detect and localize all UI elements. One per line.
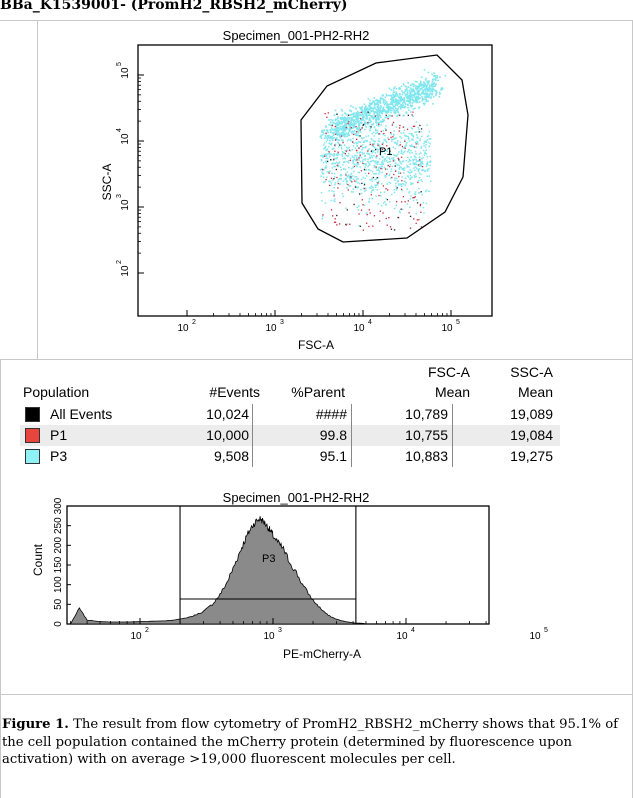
events-value: 10,024 [206,406,249,422]
ssc-mean-value: 19,275 [510,448,553,464]
population-name: P3 [50,448,68,464]
header-ssc-bottom: Mean [517,384,553,400]
dot-plot-ylabel: SSC-A [100,164,114,201]
dot-y-tick-label-group: 103 [116,194,131,211]
caption-label: Figure 1. [2,717,69,732]
caption-text: The result from flow cytometry of PromH2… [2,717,619,767]
hist-x-tick-exponent: 3 [278,627,282,634]
histogram-title: Specimen_001-PH2-RH2 [223,490,370,505]
dot-y-tick-label: 10 [120,67,131,79]
dot-y-tick-label: 10 [120,133,131,145]
histogram: Specimen_001-PH2-RH2 P3 0 50 100 150 200 250 3… [31,490,548,661]
hist-y-tick-label: 50 [53,598,64,610]
header-fsc-top: FSC-A [428,364,470,380]
hist-y-tick-label: 100 [53,576,64,593]
dot-x-tick-exponent: 4 [368,319,372,326]
hist-y-tick-label: 250 [53,517,64,534]
table-row: P1 10,000 99.8 10,755 19,084 [20,425,560,446]
dot-y-tick-label-group: 102 [116,260,131,277]
dot-y-tick-label: 10 [120,199,131,211]
hist-x-tick-exponent: 4 [411,627,415,634]
hist-y-tick-label: 0 [53,621,64,627]
fsc-mean-value: 10,755 [405,427,448,443]
hist-y-tick-label: 300 [53,497,64,514]
hist-x-tick-exponent: 5 [544,627,548,634]
parent-value: #### [315,406,347,422]
dot-plot-title: Specimen_001-PH2-RH2 [223,28,370,43]
table-row: P3 9,508 95.1 10,883 19,275 [20,446,560,467]
ssc-mean-value: 19,089 [510,406,553,422]
dot-x-tick-exponent: 3 [280,319,284,326]
events-value: 9,508 [213,448,249,464]
population-name: P1 [50,427,68,443]
histogram-ylabel: Count [31,543,45,576]
gate-p3-label: P3 [262,553,275,565]
hist-y-tick-label: 200 [53,537,64,554]
hist-x-tick-label: 10 [396,631,408,642]
dot-y-tick-exponent: 2 [116,260,123,264]
population-color-swatch [25,428,40,443]
hist-y-tick-label: 150 [53,556,64,573]
dot-x-tick-label: 10 [353,323,365,334]
parent-value: 99.8 [319,427,347,443]
gate-p1-label: P1 [379,146,392,158]
fsc-mean-value: 10,789 [405,406,448,422]
dot-y-tick-label: 10 [120,265,131,277]
figure-heading: BBa_K1539001- (PromH2_RBSH2_mCherry) [0,0,348,13]
parent-value: 95.1 [319,448,347,464]
header-events: #Events [209,384,260,400]
hist-x-tick-exponent: 2 [145,627,149,634]
dot-y-tick-exponent: 5 [116,62,123,66]
events-value: 10,000 [206,427,249,443]
table-row: All Events 10,024 #### 10,789 19,089 [20,404,560,425]
histogram-xlabel: PE-mCherry-A [283,647,361,661]
header-parent: %Parent [291,384,345,400]
fsc-mean-value: 10,883 [405,448,448,464]
dot-y-tick-label-group: 104 [116,128,131,145]
population-color-swatch [25,449,40,464]
dot-y-tick-label-group: 105 [116,62,131,79]
header-fsc-bottom: Mean [434,384,470,400]
dot-x-tick-exponent: 2 [192,319,196,326]
header-population: Population [23,384,90,400]
hist-x-tick-label: 10 [130,631,142,642]
header-ssc-top: SSC-A [510,364,553,380]
dot-x-tick-label: 10 [265,323,277,334]
dot-y-tick-exponent: 3 [116,194,123,198]
figure-caption: Figure 1. The result from flow cytometry… [2,716,622,769]
ssc-mean-value: 19,084 [510,427,553,443]
dot-x-tick-label: 10 [441,323,453,334]
dot-y-tick-exponent: 4 [116,128,123,132]
dot-x-tick-exponent: 5 [456,319,460,326]
dot-plot-xlabel: FSC-A [298,338,334,352]
hist-x-tick-label: 10 [263,631,275,642]
hist-x-tick-label: 10 [529,631,541,642]
dot-x-tick-label: 10 [177,323,189,334]
dot-plot-axes-box [137,44,493,317]
gate-p1-polygon [300,54,469,243]
population-name: All Events [50,406,113,422]
histogram-area [69,516,367,625]
population-color-swatch [25,407,40,422]
